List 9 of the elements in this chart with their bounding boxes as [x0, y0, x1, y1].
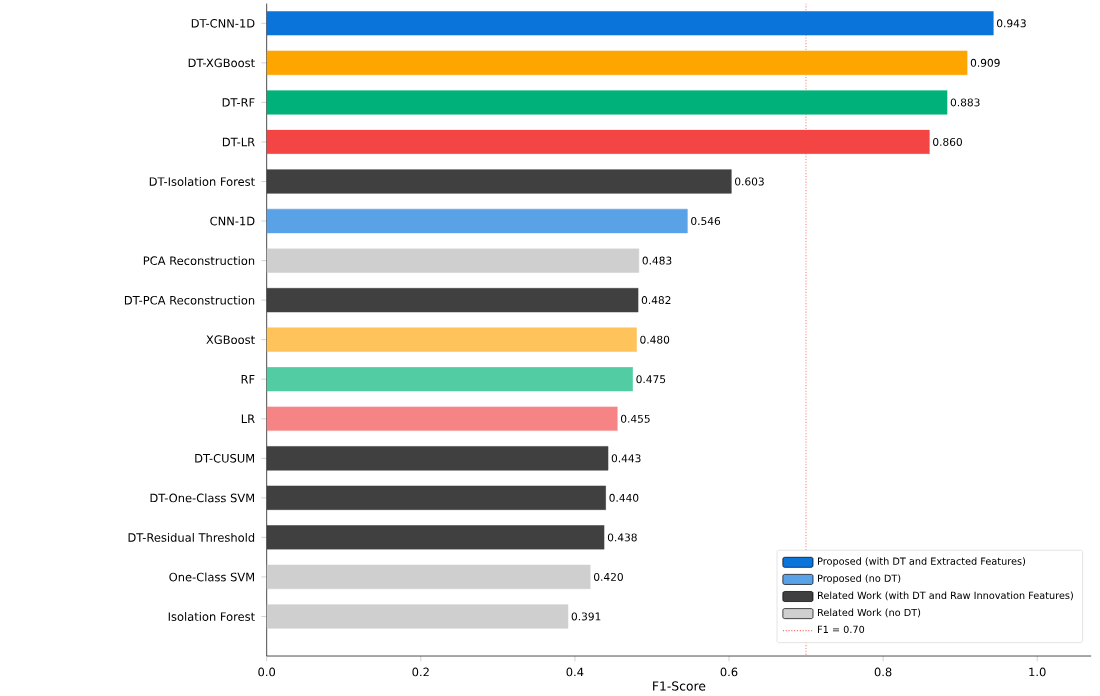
- bar: [266, 248, 640, 273]
- bar: [266, 129, 930, 154]
- bar: [266, 169, 732, 194]
- bar: [266, 366, 633, 392]
- bar: [266, 327, 637, 352]
- bar: [266, 10, 994, 36]
- bar: [266, 50, 968, 75]
- bar: [266, 208, 688, 233]
- bar: [266, 525, 605, 550]
